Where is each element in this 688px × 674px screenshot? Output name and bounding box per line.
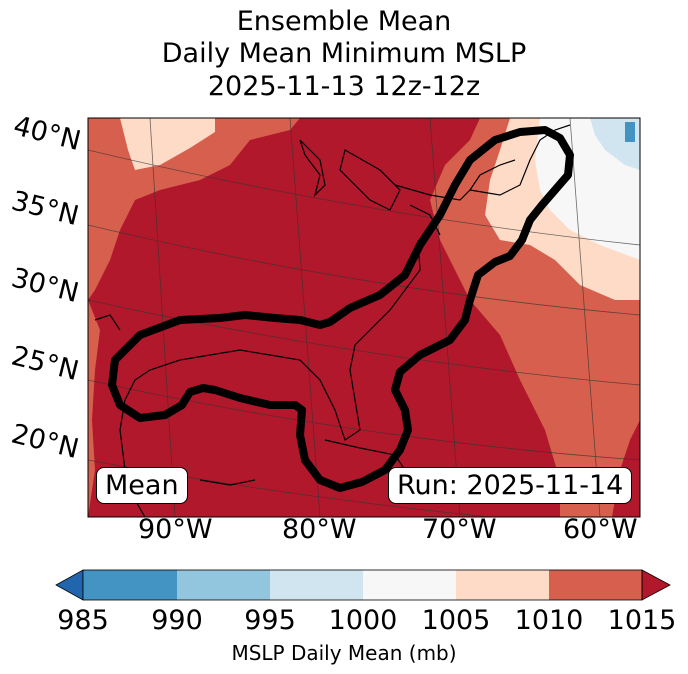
colorbar-segment-1005-1010	[456, 570, 549, 600]
lon-label-90: 90°W	[138, 514, 213, 545]
colorbar-tick-1010: 1010	[514, 605, 584, 636]
colorbar-tick-1005: 1005	[421, 605, 491, 636]
colorbar-tick-990: 990	[151, 605, 203, 636]
colorbar-segment-990-995	[177, 570, 270, 600]
colorbar-extend-high	[641, 569, 671, 601]
colorbar-tick-995: 995	[244, 605, 296, 636]
map-frame	[87, 117, 641, 518]
colorbar-tick-1000: 1000	[328, 605, 398, 636]
field-mid-blue	[625, 122, 635, 142]
lon-label-60: 60°W	[563, 514, 638, 545]
title-line-3: 2025-11-13 12z-12z	[207, 71, 481, 102]
title-line-2: Daily Mean Minimum MSLP	[161, 38, 527, 69]
field-mid-red-west	[88, 300, 100, 517]
lon-label-70: 70°W	[422, 514, 497, 545]
colorbar-segment-1010-1015	[549, 570, 642, 600]
colorbar-segment-995-1000	[270, 570, 363, 600]
title-line-1: Ensemble Mean	[236, 6, 452, 37]
colorbar-segment-1000-1005	[363, 570, 456, 600]
colorbar-tick-985: 985	[57, 605, 109, 636]
colorbar	[55, 569, 671, 601]
lon-label-80: 80°W	[282, 514, 357, 545]
map-field	[88, 118, 640, 517]
colorbar-segment-985-990	[83, 570, 177, 600]
colorbar-extend-low	[55, 569, 84, 601]
colorbar-label: MSLP Daily Mean (mb)	[231, 641, 457, 665]
mean-label-box: Mean	[96, 467, 188, 504]
field-light-salmon-nw	[120, 118, 215, 170]
colorbar-tick-1015: 1015	[607, 605, 677, 636]
contour-outline	[108, 126, 574, 492]
run-label-box: Run: 2025-11-14	[388, 467, 633, 504]
